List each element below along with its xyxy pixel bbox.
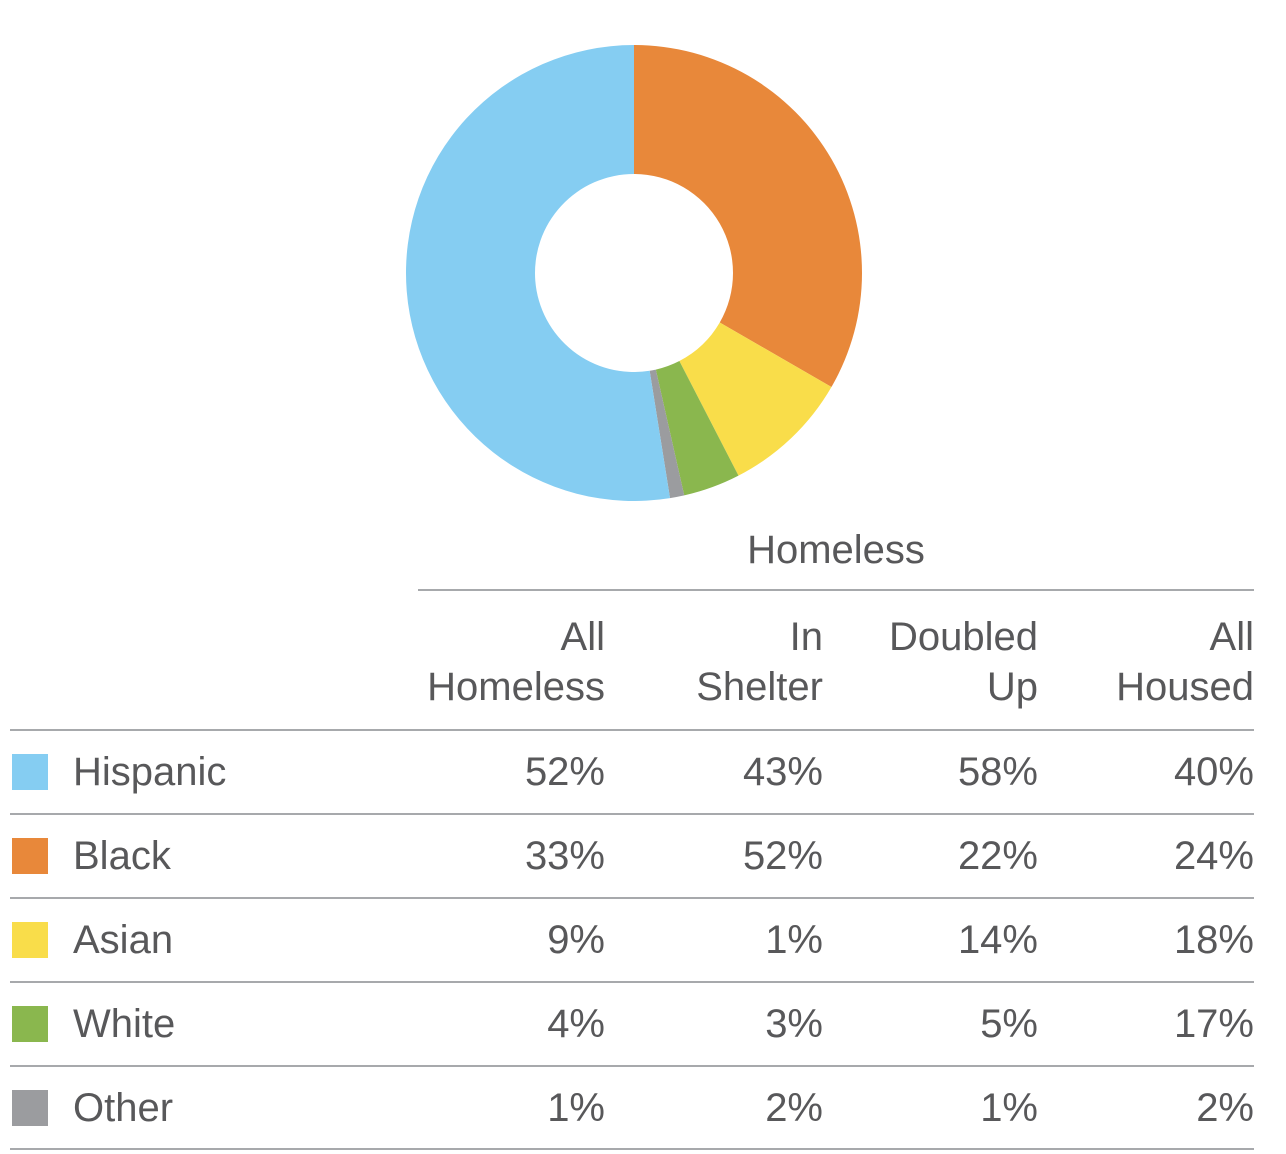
cell-all-homeless: 33% <box>524 834 605 878</box>
cell-doubled-up: 5% <box>980 1002 1038 1046</box>
cell-all-housed: 2% <box>1196 1086 1254 1130</box>
column-header-line1: All <box>1209 615 1254 659</box>
row-rule <box>10 897 1254 899</box>
table-row-asian: Asian 9% 1% 14% 18% <box>10 899 1254 981</box>
bottom-rule <box>10 1148 1254 1150</box>
row-label: White <box>73 1002 176 1046</box>
column-header-line1: Doubled <box>888 615 1038 659</box>
legend-swatch-black <box>12 838 48 874</box>
cell-in-shelter: 1% <box>765 918 823 962</box>
column-header-all-housed: All Housed <box>1049 612 1254 712</box>
cell-in-shelter: 3% <box>765 1002 823 1046</box>
column-header-line1: All <box>560 615 605 659</box>
group-header-rule <box>418 589 1254 591</box>
donut-slice-other <box>649 369 685 499</box>
column-header-all-homeless: All Homeless <box>400 612 605 712</box>
cell-all-homeless: 1% <box>547 1086 605 1130</box>
cell-all-housed: 40% <box>1173 750 1254 794</box>
cell-doubled-up: 1% <box>980 1086 1038 1130</box>
legend-swatch-asian <box>12 922 48 958</box>
cell-in-shelter: 43% <box>742 750 823 794</box>
column-header-in-shelter: In Shelter <box>618 612 823 712</box>
header-rule <box>10 729 1254 731</box>
cell-all-homeless: 52% <box>524 750 605 794</box>
cell-doubled-up: 58% <box>957 750 1038 794</box>
group-header-homeless: Homeless <box>747 528 925 572</box>
row-label: Black <box>73 834 171 878</box>
table-row-black: Black 33% 52% 22% 24% <box>10 815 1254 897</box>
cell-all-housed: 18% <box>1173 918 1254 962</box>
column-header-line1: In <box>789 615 823 659</box>
table-row-hispanic: Hispanic 52% 43% 58% 40% <box>10 731 1254 813</box>
donut-slice-white <box>655 360 739 496</box>
donut-slice-hispanic <box>406 45 671 501</box>
cell-all-homeless: 9% <box>547 918 605 962</box>
donut-slice-black <box>634 45 862 387</box>
cell-in-shelter: 2% <box>765 1086 823 1130</box>
cell-all-housed: 17% <box>1173 1002 1254 1046</box>
column-header-line2: Shelter <box>696 665 823 709</box>
column-header-line2: Up <box>986 665 1038 709</box>
column-header-line2: Housed <box>1116 665 1254 709</box>
legend-swatch-other <box>12 1090 48 1126</box>
row-rule <box>10 813 1254 815</box>
legend-swatch-hispanic <box>12 754 48 790</box>
cell-all-homeless: 4% <box>547 1002 605 1046</box>
row-label: Asian <box>73 918 174 962</box>
row-label: Other <box>73 1086 174 1130</box>
legend-swatch-white <box>12 1006 48 1042</box>
row-rule <box>10 981 1254 983</box>
donut-chart <box>406 45 862 501</box>
table-row-white: White 4% 3% 5% 17% <box>10 983 1254 1065</box>
row-label: Hispanic <box>73 750 227 794</box>
table-row-other: Other 1% 2% 1% 2% <box>10 1067 1254 1149</box>
column-header-line2: Homeless <box>427 665 605 709</box>
cell-in-shelter: 52% <box>742 834 823 878</box>
cell-all-housed: 24% <box>1173 834 1254 878</box>
donut-slice-asian <box>679 322 832 476</box>
column-header-doubled-up: Doubled Up <box>833 612 1038 712</box>
row-rule <box>10 1065 1254 1067</box>
cell-doubled-up: 14% <box>957 918 1038 962</box>
cell-doubled-up: 22% <box>957 834 1038 878</box>
